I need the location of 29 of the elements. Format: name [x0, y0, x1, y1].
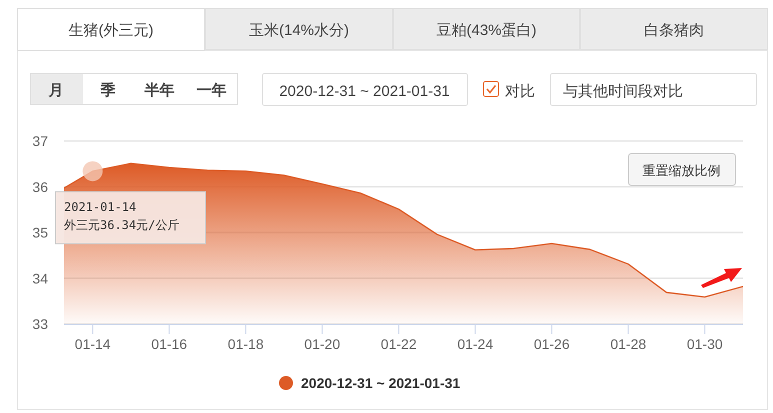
text: 月 — [48, 82, 64, 99]
text: 豆粕(43%蛋白) — [436, 22, 537, 39]
y-tick-label: 34 — [32, 270, 48, 286]
x-tick-label: 01-18 — [228, 336, 264, 352]
text: 季 — [100, 82, 116, 99]
text: 一年 — [196, 82, 226, 99]
x-tick-label: 01-22 — [380, 336, 417, 352]
x-tick-label: 01-14 — [74, 336, 111, 352]
x-tick-label: 01-20 — [304, 336, 340, 352]
x-tick-label: 01-30 — [686, 336, 723, 352]
text: 2020-12-31 ~ 2021-01-31 — [279, 83, 450, 100]
y-tick-label: 36 — [32, 178, 48, 195]
text: 半年 — [144, 82, 174, 99]
text: 白条猪肉 — [644, 22, 704, 39]
y-tick-label: 37 — [32, 133, 48, 149]
text: 与其他时间段对比 — [563, 83, 683, 100]
x-tick-label: 01-26 — [534, 336, 570, 352]
y-tick-label: 35 — [32, 224, 48, 240]
text: 生猪(外三元) — [68, 22, 154, 39]
x-tick-label: 01-28 — [610, 336, 646, 352]
y-tick-label: 33 — [32, 316, 48, 332]
text: 玉米(14%水分) — [248, 22, 350, 39]
x-tick-label: 01-24 — [457, 336, 494, 352]
annotation: 2021-01-14 外三元36.34元/公斤 — [64, 200, 180, 232]
annotation: 重置缩放比例 — [642, 163, 720, 178]
legend: 2020-12-31 ~ 2021-01-31 — [279, 375, 460, 391]
text: 对比 — [505, 83, 535, 100]
annotation: 2021-01-14 外三元36.34元/公斤 — [55, 161, 206, 244]
x-tick-label: 01-16 — [151, 336, 188, 352]
